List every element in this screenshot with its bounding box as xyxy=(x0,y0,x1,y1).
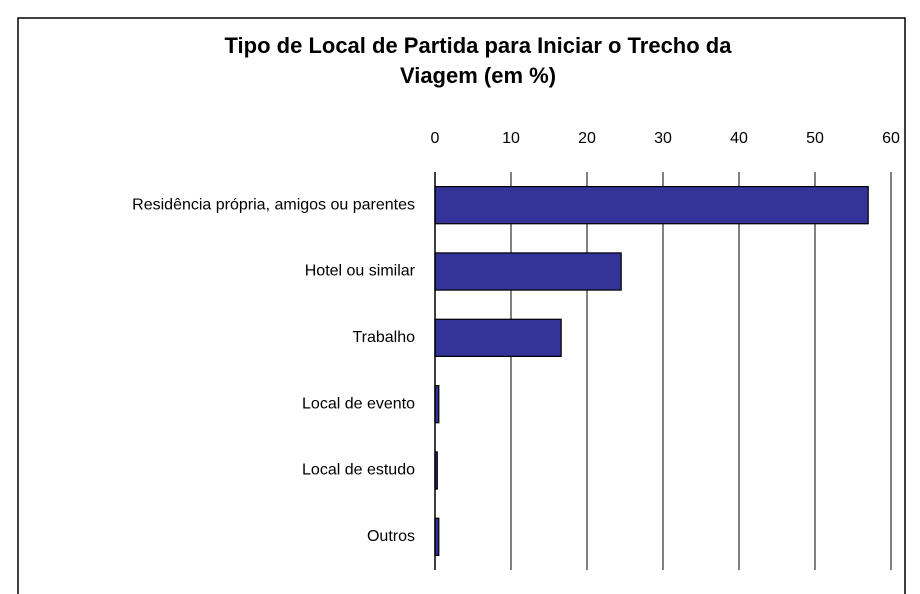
y-tick-label: Local de estudo xyxy=(302,462,415,479)
bar xyxy=(434,252,622,291)
x-tick-label: 20 xyxy=(578,130,596,147)
chart-title: Viagem (em %) xyxy=(400,63,556,88)
y-tick-label: Local de evento xyxy=(302,395,415,412)
y-tick-label: Outros xyxy=(367,528,415,545)
bar xyxy=(434,185,869,225)
chart-title: Tipo de Local de Partida para Iniciar o … xyxy=(225,33,733,58)
y-tick-label: Hotel ou similar xyxy=(305,263,416,280)
x-tick-label: 40 xyxy=(730,130,748,147)
chart-frame xyxy=(17,17,906,594)
y-tick-label: Trabalho xyxy=(352,329,415,346)
x-tick-label: 0 xyxy=(431,130,440,147)
x-tick-label: 10 xyxy=(502,130,520,147)
bar xyxy=(434,318,562,358)
x-tick-label: 50 xyxy=(806,130,824,147)
y-tick-label: Residência própria, amigos ou parentes xyxy=(132,196,415,213)
x-tick-label: 60 xyxy=(882,130,900,147)
x-tick-label: 30 xyxy=(654,130,672,147)
